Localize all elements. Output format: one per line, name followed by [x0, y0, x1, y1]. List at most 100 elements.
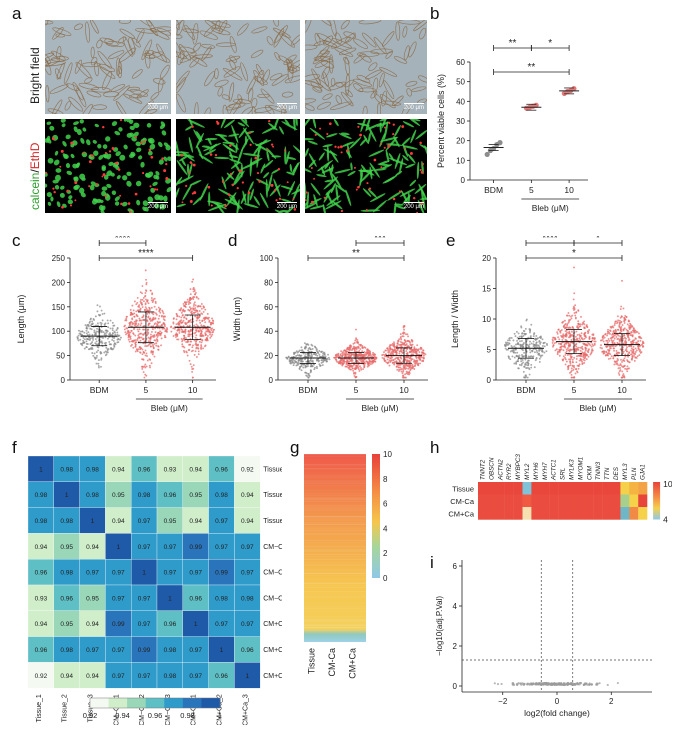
live-cell	[382, 176, 395, 184]
data-point	[140, 298, 142, 301]
heatmap-row-line	[304, 534, 366, 536]
data-point	[104, 350, 107, 353]
data-point	[360, 368, 363, 371]
data-point	[318, 353, 321, 356]
live-cell	[62, 153, 68, 159]
data-point	[545, 350, 548, 353]
heatmap-cell	[234, 559, 261, 586]
data-point	[348, 349, 351, 352]
data-point	[145, 278, 147, 281]
data-point	[316, 354, 319, 357]
data-point	[176, 329, 179, 332]
cell-value: 0.98	[164, 673, 177, 680]
cell-outline	[305, 104, 315, 111]
live-cell	[142, 200, 149, 207]
data-point	[571, 358, 574, 361]
data-point	[178, 323, 181, 326]
live-cell	[228, 133, 240, 137]
data-point	[188, 343, 191, 346]
data-point	[507, 343, 510, 346]
dead-cell	[163, 169, 167, 173]
data-point	[194, 350, 197, 353]
cell-value: 0.97	[138, 673, 151, 680]
cell-outline	[115, 57, 121, 76]
data-point	[344, 352, 346, 354]
data-point	[369, 352, 371, 355]
dead-cell	[140, 141, 143, 144]
cell-outline	[305, 44, 318, 51]
data-point	[505, 348, 508, 351]
heatmap-cell	[584, 494, 594, 508]
data-point	[158, 314, 161, 317]
heatmap-cell	[567, 482, 577, 495]
cell-outline	[253, 70, 265, 86]
live-cell	[166, 186, 171, 193]
data-point	[201, 339, 204, 342]
data-point	[194, 315, 197, 318]
data-point	[608, 339, 611, 342]
x-axis-label: log2(fold change)	[524, 708, 590, 718]
data-point	[575, 339, 578, 342]
data-point	[367, 354, 370, 357]
data-point	[190, 307, 192, 310]
dead-cell	[314, 133, 317, 136]
data-point	[100, 309, 103, 312]
data-point	[200, 331, 203, 334]
data-point	[604, 333, 607, 335]
live-cell	[92, 140, 97, 144]
data-point	[617, 319, 620, 322]
colorbar-tick: 0	[383, 574, 388, 583]
heatmap-cell	[575, 482, 585, 495]
data-point	[412, 348, 414, 351]
data-point	[392, 353, 395, 356]
data-point	[111, 329, 114, 332]
live-cell	[313, 194, 318, 207]
cell-outline	[359, 53, 372, 63]
data-point	[638, 350, 641, 353]
data-point	[91, 320, 94, 323]
data-point	[571, 333, 574, 336]
live-cell	[406, 119, 421, 126]
heatmap-cell	[79, 481, 106, 508]
data-point	[393, 345, 396, 348]
data-point	[408, 370, 411, 373]
cell-outline	[403, 45, 410, 61]
data-point	[392, 361, 394, 364]
data-point	[143, 376, 146, 379]
data-point	[95, 362, 98, 365]
data-point	[617, 334, 620, 337]
data-point	[560, 348, 563, 351]
heatmap-cell	[79, 455, 106, 482]
data-point	[578, 337, 581, 340]
data-point	[161, 309, 164, 312]
data-point	[560, 329, 563, 331]
live-cell	[242, 153, 261, 157]
panel-letter-e: e	[446, 231, 456, 250]
data-point	[139, 348, 142, 351]
data-point	[406, 356, 409, 359]
live-cell	[419, 197, 427, 200]
data-point	[140, 336, 143, 339]
dead-cell	[373, 158, 377, 162]
data-point	[616, 363, 619, 366]
cell-outline	[97, 50, 112, 69]
data-point	[577, 367, 580, 370]
y-tick-label: 60	[456, 58, 465, 67]
data-point	[406, 359, 409, 362]
data-point	[384, 349, 387, 352]
data-point	[606, 334, 608, 337]
data-point	[183, 346, 186, 349]
data-point	[356, 354, 359, 357]
data-point	[207, 316, 210, 319]
data-point	[295, 350, 298, 353]
data-point	[148, 364, 151, 367]
cell-value: 0.97	[86, 647, 99, 654]
data-point	[322, 352, 325, 355]
data-point	[508, 339, 511, 342]
live-cell	[181, 158, 186, 167]
data-point	[157, 321, 160, 324]
data-point	[119, 338, 121, 341]
data-point	[418, 351, 421, 353]
live-cell	[114, 196, 120, 202]
fluorescence-image-bleb10: 200 μm	[305, 119, 427, 213]
